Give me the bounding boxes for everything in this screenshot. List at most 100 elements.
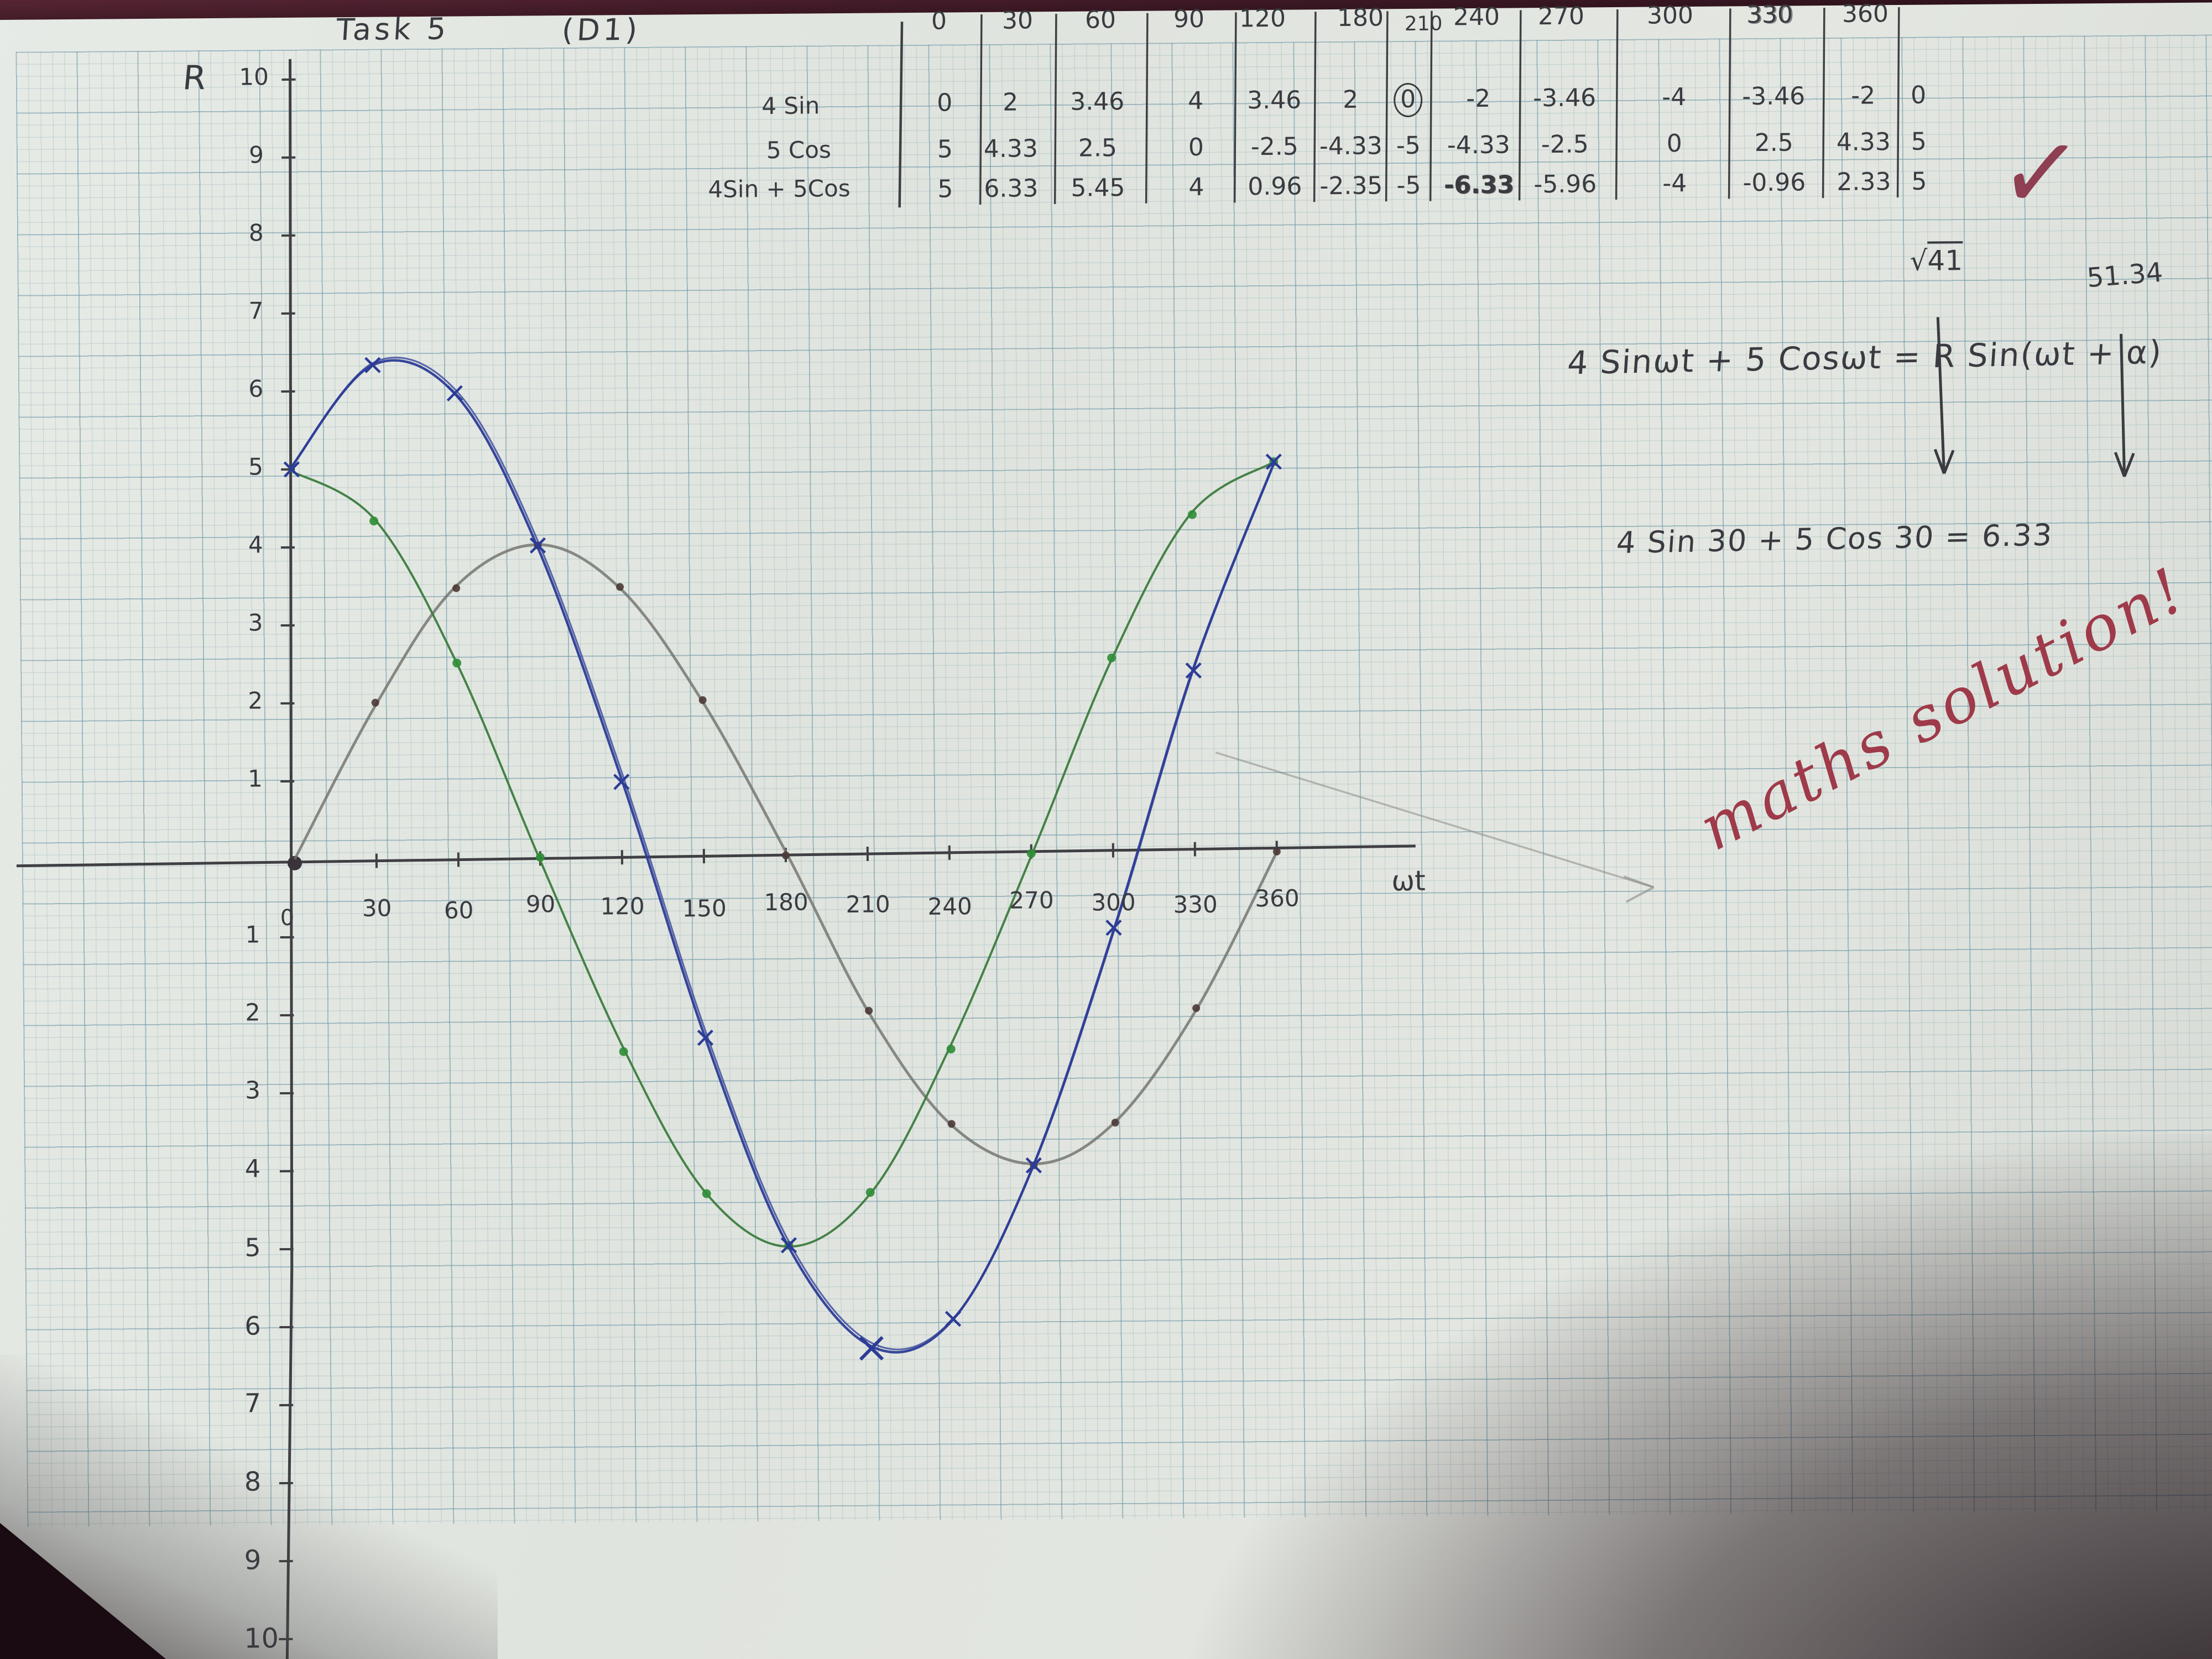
table-cell-value: -4.33 xyxy=(1319,132,1383,161)
blue-x-data-point xyxy=(1105,919,1122,936)
table-header-angle: 330 xyxy=(1746,0,1793,29)
x-tick-label: 180 xyxy=(764,888,808,916)
green-data-point xyxy=(946,1045,956,1054)
y-tick-label: 9 xyxy=(248,141,264,169)
table-column-separator xyxy=(979,14,983,205)
x-tick-label: 240 xyxy=(927,893,972,920)
blue-x-data-point xyxy=(1185,662,1202,679)
table-cell-value: 4.33 xyxy=(1836,128,1891,156)
table-cell-value: -0.96 xyxy=(1743,168,1806,197)
table-header-angle: 0 xyxy=(931,7,947,35)
table-cell-value: 2.5 xyxy=(1754,128,1794,158)
y-tick-label: 2 xyxy=(245,999,260,1027)
table-column-separator xyxy=(1385,11,1389,202)
blue-x-data-point xyxy=(364,357,381,373)
green-data-point xyxy=(535,853,545,862)
table-column-separator xyxy=(1728,8,1731,199)
y-tick-label: 3 xyxy=(244,1077,261,1105)
table-cell-value: 3.46 xyxy=(1070,87,1125,116)
x-tick-label: 270 xyxy=(1009,886,1054,914)
gray-data-point xyxy=(947,1120,956,1128)
table-cell-value: 6.33 xyxy=(984,174,1039,204)
page-title: Task 5 xyxy=(335,11,451,48)
table-column-separator xyxy=(1145,13,1149,204)
page-subtitle: (D1) xyxy=(561,12,642,48)
y-axis-letter: R xyxy=(181,59,208,98)
green-data-point xyxy=(619,1047,628,1056)
x-tick-label: 60 xyxy=(444,896,474,924)
table-cell-value: 5 xyxy=(1911,127,1927,156)
gray-data-point xyxy=(1192,1004,1201,1013)
table-column-separator xyxy=(1233,12,1237,203)
blue-x-data-point xyxy=(613,774,630,790)
y-tick-label: 4 xyxy=(248,531,263,559)
table-cell-value: -4.33 xyxy=(1447,131,1510,160)
table-cell-value: -6.33 xyxy=(1443,170,1515,200)
table-row-label: 4Sin + 5Cos xyxy=(708,174,851,203)
gray-data-point xyxy=(781,851,790,859)
gray-data-point xyxy=(1272,847,1281,855)
table-cell-value: 4 xyxy=(1188,173,1204,202)
y-tick-label: 8 xyxy=(248,219,264,247)
y-tick-label: 1 xyxy=(247,765,263,792)
r-form-equation: 4 Sinωt + 5 Cosωt = R Sin(ωt + α) xyxy=(1566,333,2164,382)
y-tick-label: 7 xyxy=(248,297,264,325)
table-cell-value: 2 xyxy=(1002,88,1019,117)
green-data-point xyxy=(452,659,462,668)
table-cell-value: 5 xyxy=(1911,167,1927,196)
x-tick-label: 30 xyxy=(362,894,392,922)
table-cell-value: 2.33 xyxy=(1837,168,1891,196)
y-tick-label: 8 xyxy=(244,1467,262,1498)
blue-x-data-point xyxy=(283,461,300,478)
table-cell-value: 5 xyxy=(937,135,953,164)
stray-pencil-line xyxy=(1215,752,1654,889)
check-value-equation: 4 Sin 30 + 5 Cos 30 = 6.33 xyxy=(1615,517,2054,561)
table-cell-value: -2.35 xyxy=(1319,171,1383,201)
table-cell-value: -2 xyxy=(1466,84,1491,113)
table-cell-value: 5 xyxy=(937,175,953,204)
table-column-separator xyxy=(1615,9,1619,200)
table-column-separator xyxy=(1896,7,1900,198)
y-tick-label: 10 xyxy=(244,1622,279,1655)
table-row-label: 5 Cos xyxy=(766,136,832,164)
table-header-angle: 270 xyxy=(1537,2,1585,31)
table-header-angle: 360 xyxy=(1841,0,1889,28)
y-tick-label: 3 xyxy=(248,609,263,637)
table-cell-value: -2.5 xyxy=(1541,130,1589,159)
table-cell-value: 0 xyxy=(1666,129,1683,158)
down-arrow-icon xyxy=(1933,317,1955,474)
circled-zero: 0 xyxy=(1393,82,1423,118)
table-column-separator xyxy=(1429,11,1433,201)
blue-x-data-point xyxy=(1265,453,1282,470)
radicand: 41 xyxy=(1927,241,1963,277)
table-cell-value: 0.96 xyxy=(1248,172,1302,201)
down-arrow-icon xyxy=(2114,333,2135,477)
gray-data-point xyxy=(371,698,379,707)
y-tick-label: 6 xyxy=(244,1311,261,1341)
table-header-angle: 90 xyxy=(1173,4,1205,34)
table-cell-value: -5.96 xyxy=(1533,170,1597,199)
table-cell-value: 0 xyxy=(1910,81,1927,109)
y-tick-label: 4 xyxy=(244,1155,261,1183)
table-cell-value: -5 xyxy=(1396,131,1421,160)
table-cell-value: -4 xyxy=(1662,169,1687,198)
gray-data-point xyxy=(865,1006,873,1015)
blue-x-data-point xyxy=(697,1029,714,1046)
x-tick-label: 90 xyxy=(525,890,556,918)
table-header-angle: 120 xyxy=(1239,4,1286,33)
table-header-angle: 180 xyxy=(1337,3,1384,32)
red-marker-note: maths solution! xyxy=(1688,553,2198,865)
x-tick-label: 360 xyxy=(1255,884,1300,912)
blue-x-data-point xyxy=(780,1237,797,1254)
table-header-angle: 210 xyxy=(1404,12,1443,36)
table-label-separator xyxy=(898,22,904,208)
origin-point xyxy=(287,855,302,870)
y-tick-label: 5 xyxy=(244,1233,261,1262)
x-tick-label: 150 xyxy=(682,894,727,922)
gray-data-point xyxy=(616,583,624,591)
radical-sign: √ xyxy=(1910,244,1928,277)
blue-x-data-point xyxy=(529,537,546,554)
table-cell-value: 0 xyxy=(936,88,953,117)
